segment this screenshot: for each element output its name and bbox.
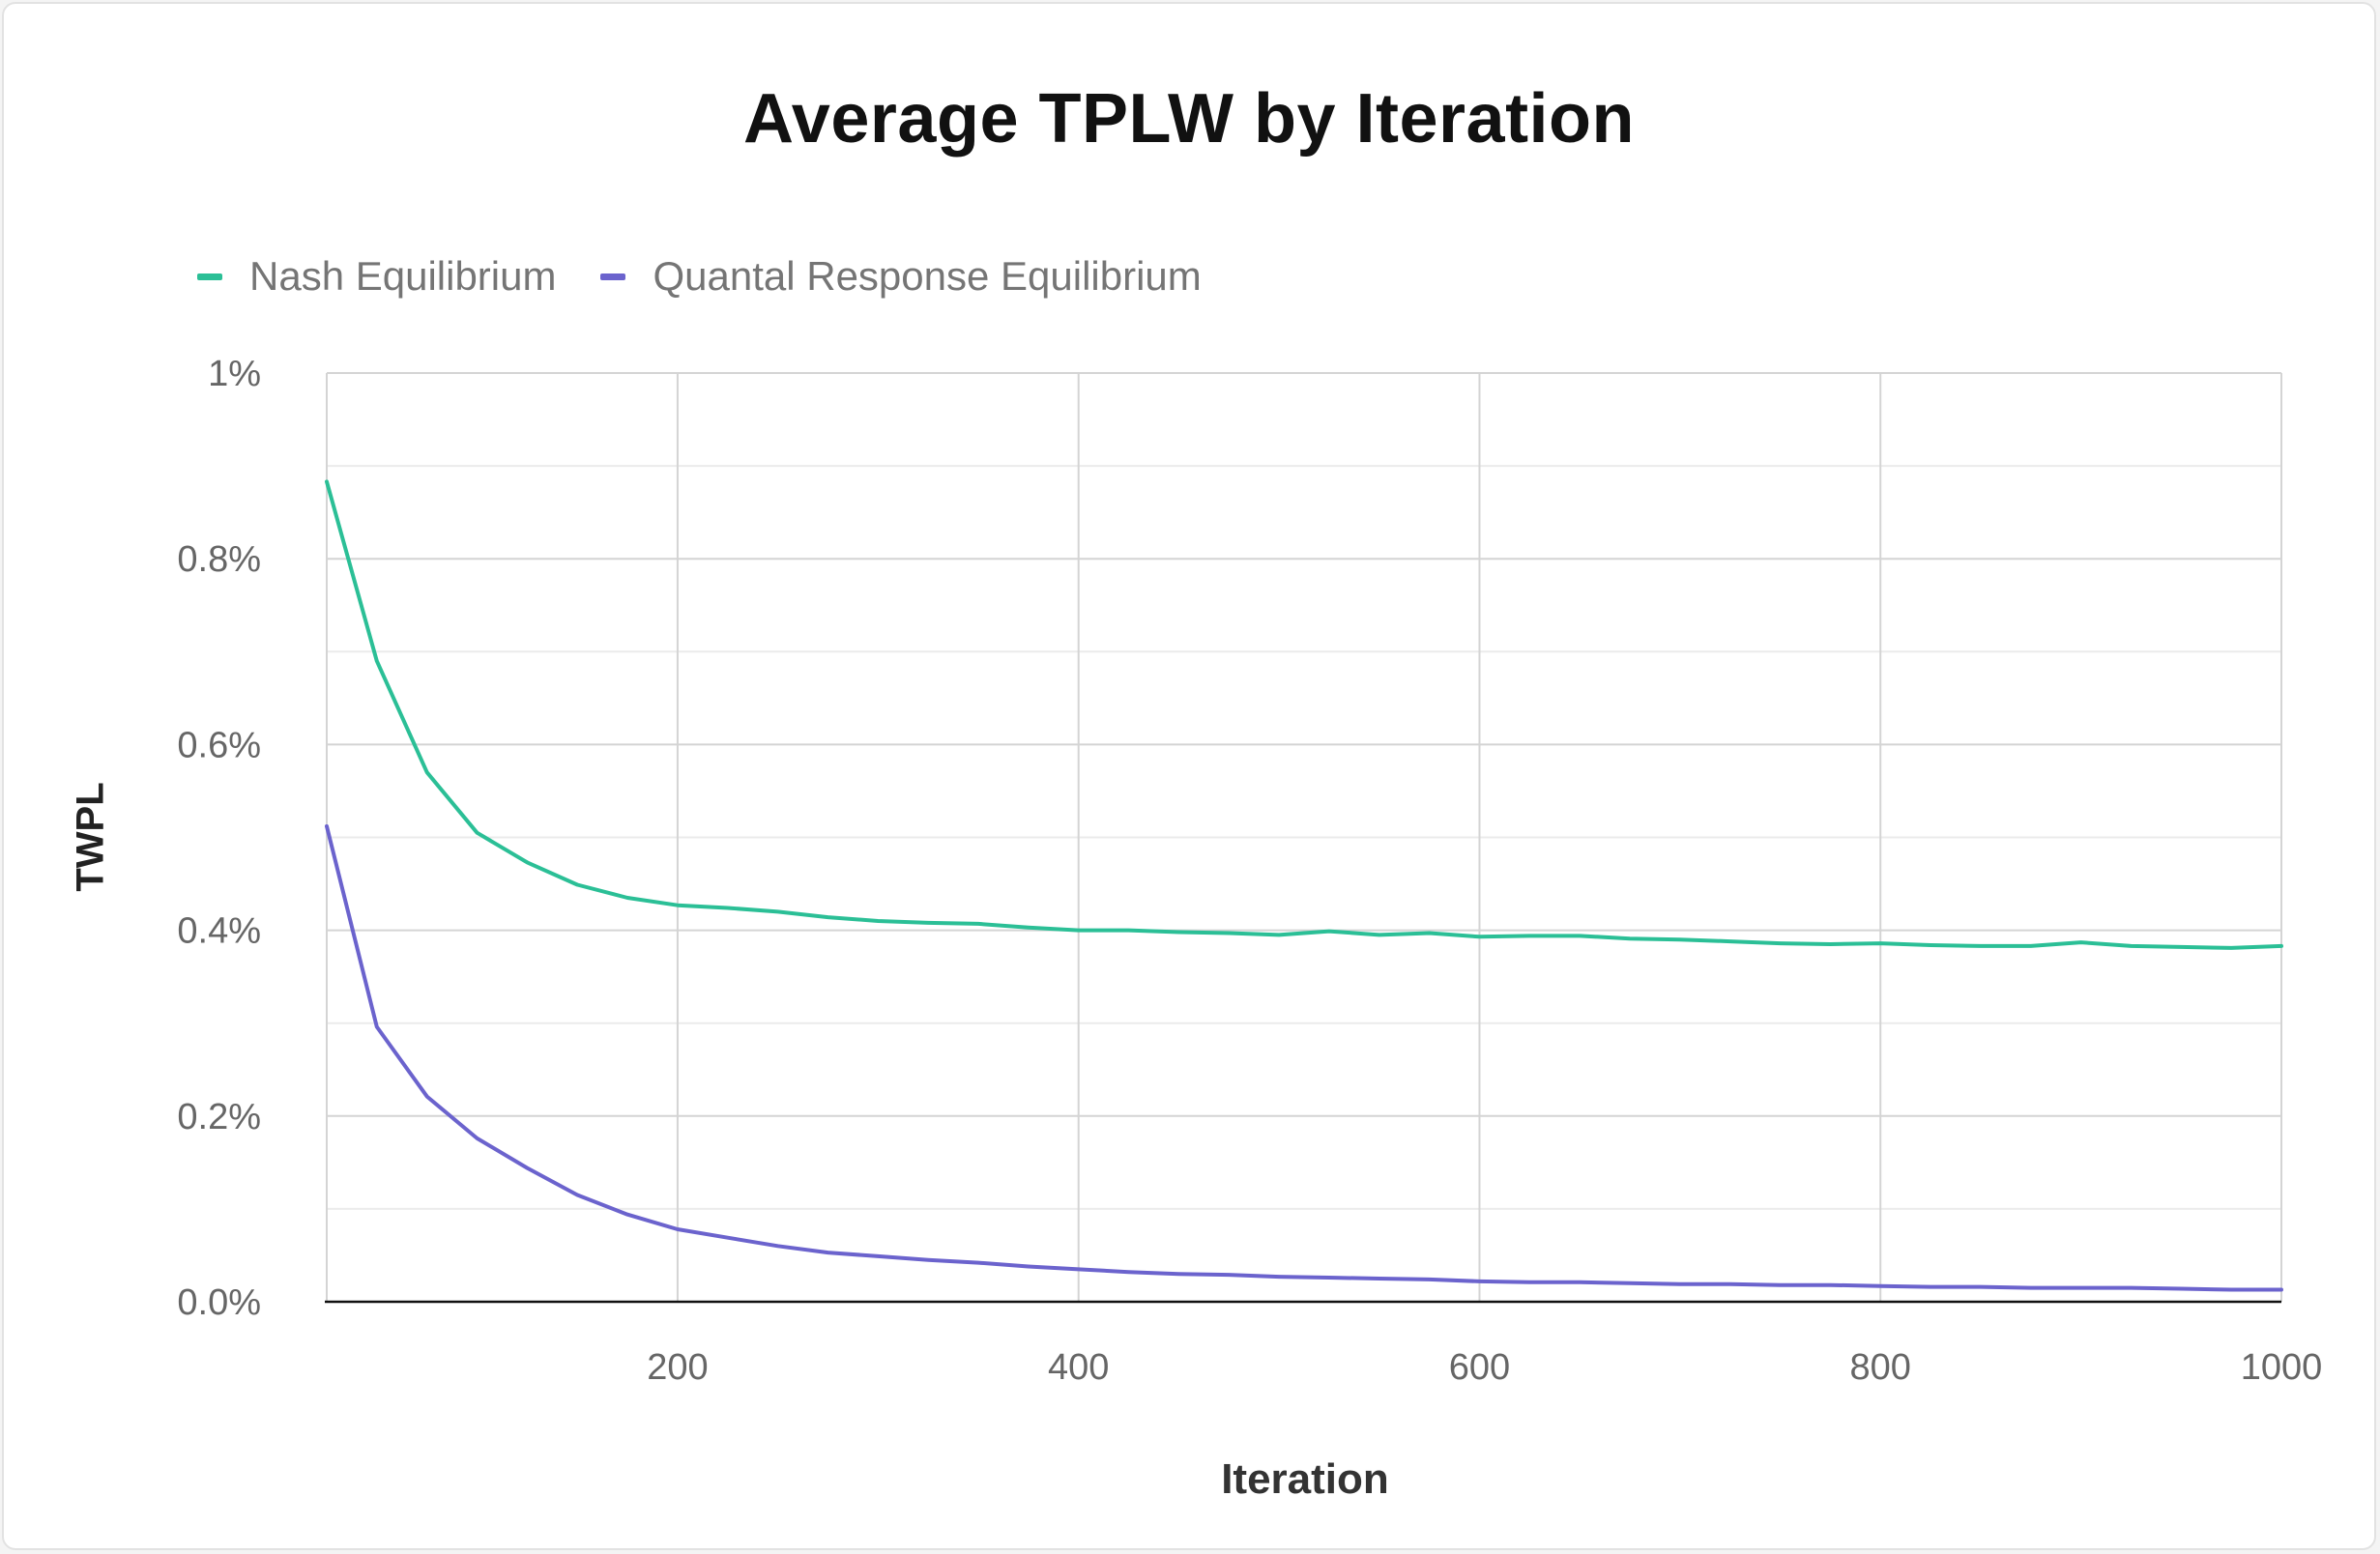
y-tick-label: 0.2%	[177, 1097, 261, 1137]
legend-item-qre[interactable]: Quantal Response Equilibrium	[600, 253, 1202, 300]
y-tick-label: 0.6%	[177, 725, 261, 765]
legend: Nash Equilibrium Quantal Response Equili…	[197, 253, 1246, 300]
series-line-qre	[325, 824, 2283, 1292]
y-tick-label: 0.0%	[177, 1282, 261, 1323]
y-tick-label: 0.8%	[177, 539, 261, 580]
legend-label-nash: Nash Equilibrium	[249, 253, 557, 299]
x-axis-label: Iteration	[1221, 1455, 1389, 1503]
x-tick-label: 800	[1850, 1347, 1911, 1388]
x-tick-label: 600	[1449, 1347, 1510, 1388]
legend-swatch-nash	[197, 273, 222, 280]
legend-label-qre: Quantal Response Equilibrium	[653, 253, 1202, 299]
x-tick-label: 200	[647, 1347, 708, 1388]
y-tick-label: 0.4%	[177, 911, 261, 952]
y-tick-label: 1%	[208, 354, 261, 394]
legend-item-nash[interactable]: Nash Equilibrium	[197, 253, 556, 300]
x-tick-label: 1000	[2241, 1347, 2323, 1388]
series-line-nash	[325, 479, 2283, 950]
legend-swatch-qre	[600, 273, 626, 280]
chart-title: Average TPLW by Iteration	[742, 80, 1636, 158]
x-tick-label: 400	[1048, 1347, 1109, 1388]
